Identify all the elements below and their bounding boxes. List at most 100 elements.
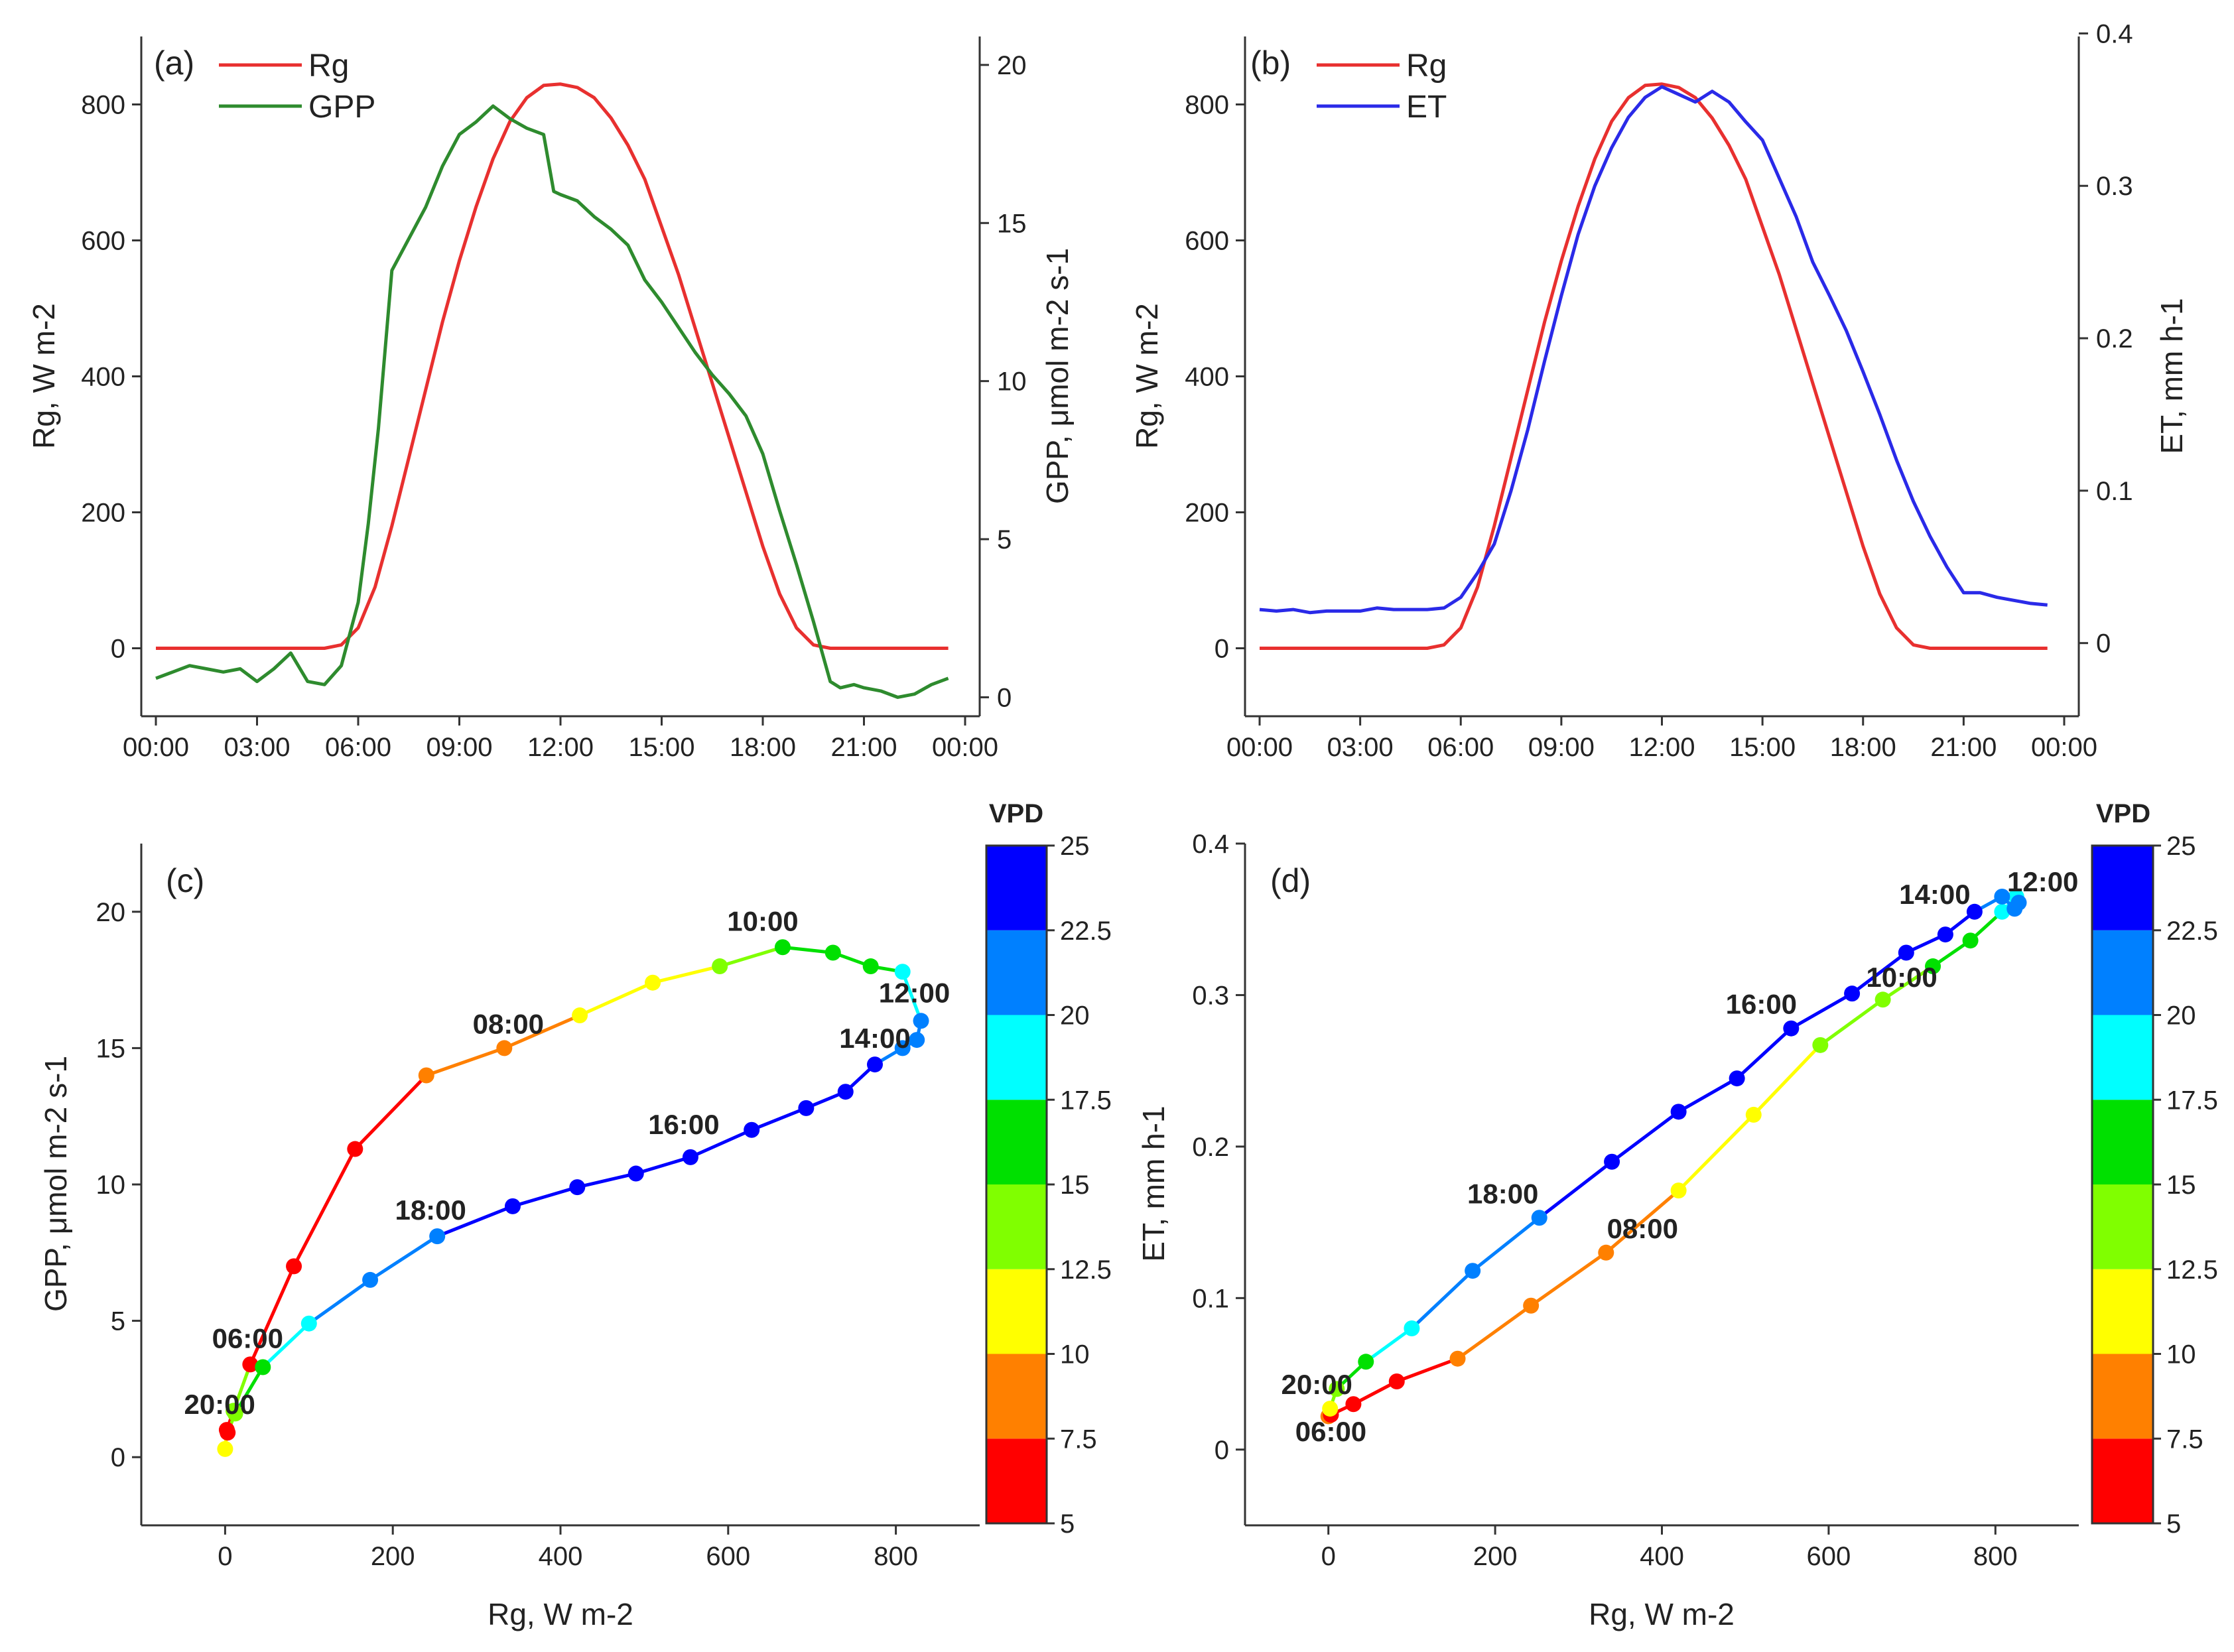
a-xtick-label-7: 21:00: [830, 733, 897, 762]
ylabel-a: Rg, W m-2: [27, 303, 61, 449]
d-point-11: [1925, 958, 1941, 975]
c-segment-21: [689, 1128, 754, 1159]
d-segment-7: [1677, 1113, 1756, 1192]
panel-a: 0 200 400 600 800 0 5 10 15 20 00:00 03:00 06:00 09:0…: [27, 36, 1075, 762]
d-time-label-6: 14:00: [1899, 879, 1970, 910]
c-xtick-label-4: 800: [874, 1542, 918, 1571]
c-point-8: [572, 1007, 588, 1024]
d-segment-23: [1677, 1076, 1739, 1113]
d-ytick-label-2: 0.2: [1192, 1133, 1229, 1162]
panel-b: 0 200 400 600 800 0 0.1 0.2 0.3 0.4 00:00 03:00 06:0…: [1130, 19, 2189, 762]
c-point-16: [909, 1032, 925, 1048]
a-y2tick-label-0: 0: [997, 683, 1012, 712]
d-point-12: [1962, 932, 1979, 949]
colorbar-c: 5 7.5 10 12.5 15 17.5 20 22.5 25: [985, 832, 1112, 1539]
b-y2tick-label-3: 0.3: [2096, 172, 2133, 201]
d-segment-2: [1351, 1379, 1399, 1406]
legend-label-gpp: GPP: [308, 90, 375, 125]
c-colorbar-tick-label-2: 10: [1060, 1340, 1090, 1369]
b-ytick-label-0: 0: [1215, 635, 1229, 664]
c-segment-6: [425, 1046, 506, 1078]
ylabel-b: Rg, W m-2: [1130, 303, 1164, 449]
d-xtick-label-1: 200: [1473, 1542, 1518, 1571]
c-colorbar-bin-2: [986, 1269, 1047, 1354]
c-segment-9: [651, 964, 722, 985]
d-colorbar-tick-label-5: 17.5: [2166, 1086, 2218, 1115]
d-colorbar-bin-5: [2092, 1015, 2153, 1100]
c-point-24: [569, 1179, 586, 1196]
c-time-label-5: 14:00: [839, 1023, 910, 1054]
colorbar-d: 5 7.5 10 12.5 15 17.5 20 22.5 25: [2091, 832, 2218, 1539]
b-series-et: [1259, 85, 2048, 615]
d-segment-9: [1818, 997, 1885, 1047]
d-segment-4: [1456, 1304, 1533, 1361]
c-point-23: [627, 1165, 644, 1182]
a-ytick-label-2: 400: [81, 363, 125, 392]
d-segment-3: [1395, 1357, 1460, 1383]
c-segment-3: [248, 1264, 296, 1366]
c-point-4: [286, 1258, 302, 1275]
c-time-label-2: 08:00: [473, 1008, 544, 1039]
c-xtick-label-3: 600: [706, 1542, 750, 1571]
a-xtick-label-4: 12:00: [527, 733, 594, 762]
c-point-29: [255, 1359, 271, 1375]
c-segment-26: [368, 1234, 439, 1282]
c-xtick-label-0: 0: [218, 1542, 232, 1571]
legend-label-et: ET: [1406, 90, 1447, 125]
b-xtick-label-3: 09:00: [1528, 733, 1595, 762]
d-point-13: [1994, 903, 2010, 920]
c-colorbar-tick-label-8: 25: [1060, 832, 1090, 861]
b-ytick-label-4: 800: [1185, 91, 1229, 120]
d-point-3: [1388, 1373, 1405, 1389]
c-time-label-6: 16:00: [648, 1109, 719, 1140]
b-xtick-label-4: 12:00: [1628, 733, 1695, 762]
a-xtick-label-3: 09:00: [426, 733, 492, 762]
ylabel-c: GPP, μmol m-2 s-1: [38, 1056, 73, 1312]
d-time-label-4: 16:00: [1726, 989, 1797, 1020]
d-point-4: [1449, 1350, 1466, 1367]
panel-c-label: (c): [166, 862, 204, 899]
d-time-label-2: 08:00: [1607, 1213, 1678, 1244]
d-time-label-0: 20:00: [1281, 1369, 1352, 1400]
c-point-13: [862, 958, 879, 975]
c-point-31: [220, 1425, 236, 1441]
d-ytick-label-0: 0: [1215, 1436, 1229, 1465]
d-point-18: [1966, 903, 1983, 920]
c-time-label-7: 18:00: [395, 1194, 466, 1226]
y2label-a: GPP, μmol m-2 s-1: [1040, 248, 1075, 504]
c-point-20: [798, 1100, 815, 1116]
c-ytick-label-3: 15: [96, 1034, 126, 1063]
c-segment-2: [231, 1362, 252, 1413]
c-point-17: [894, 1040, 911, 1056]
panel-a-label: (a): [154, 44, 194, 82]
c-segment-14: [901, 970, 923, 1023]
d-time-label-1: 06:00: [1295, 1416, 1366, 1447]
a-y2tick-label-4: 20: [997, 51, 1027, 80]
c-colorbar-bin-4: [986, 1100, 1047, 1184]
d-ytick-label-1: 0.1: [1192, 1284, 1229, 1313]
c-segment-24: [511, 1185, 579, 1208]
b-xtick-label-2: 06:00: [1427, 733, 1494, 762]
d-segment-27: [1410, 1269, 1475, 1330]
d-colorbar-tick-label-0: 5: [2166, 1509, 2181, 1539]
c-point-7: [496, 1040, 513, 1056]
b-ytick-label-3: 600: [1185, 227, 1229, 256]
a-series-rg: [156, 82, 949, 650]
d-segment-6: [1604, 1188, 1681, 1255]
d-segment-8: [1752, 1043, 1822, 1117]
a-ytick-label-1: 200: [81, 499, 125, 528]
d-colorbar-bin-1: [2092, 1354, 2153, 1439]
a-xtick-label-2: 06:00: [325, 733, 391, 762]
c-colorbar-tick-label-3: 12.5: [1060, 1255, 1112, 1285]
d-point-25: [1604, 1153, 1620, 1170]
d-point-23: [1729, 1070, 1745, 1087]
d-colorbar-bin-4: [2092, 1100, 2153, 1184]
c-colorbar-bin-1: [986, 1354, 1047, 1439]
d-point-20: [1898, 944, 1914, 961]
c-point-11: [774, 939, 791, 956]
legend-label-rg-b: Rg: [1406, 48, 1447, 84]
d-segment-28: [1364, 1326, 1413, 1364]
d-time-label-5: 10:00: [1866, 962, 1937, 993]
d-colorbar-bin-0: [2092, 1438, 2153, 1523]
